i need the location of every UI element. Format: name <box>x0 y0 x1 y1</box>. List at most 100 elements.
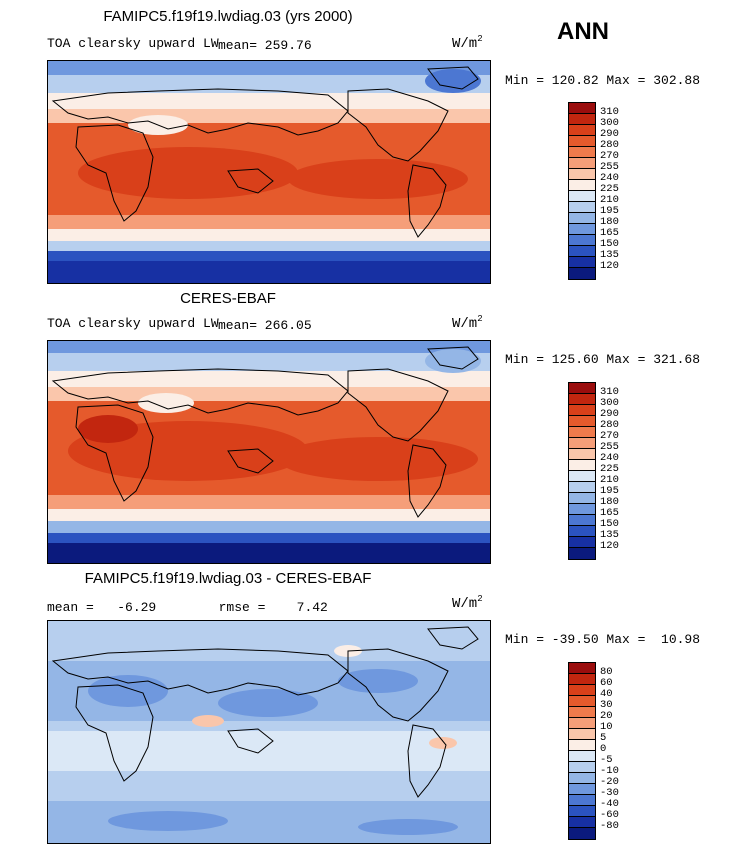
panel-obs-mean: mean= 266.05 <box>218 318 312 333</box>
colorbar-swatch <box>569 526 595 537</box>
panel-model-title: FAMIPC5.f19f19.lwdiag.03 (yrs 2000) <box>103 8 353 25</box>
units-base: W/m <box>452 36 478 52</box>
colorbar-level-label: 135 <box>600 249 619 261</box>
colorbar-level-label: -20 <box>600 776 619 788</box>
colorbar-swatch <box>569 751 595 762</box>
colorbar-level-label: 165 <box>600 227 619 239</box>
colorbar-swatch <box>569 674 595 685</box>
panel-diff-minmax: Min = -39.50 Max = 10.98 <box>505 632 701 647</box>
colorbar-swatch <box>569 449 595 460</box>
panel-model-colorbar-labels: 310 300 290 280 270 255 240 225 210 195 180 165 150 1… <box>600 102 660 282</box>
units-exp: 2 <box>477 594 483 604</box>
panel-model-units: W/m2 <box>452 34 483 52</box>
colorbar-level-label: 10 <box>600 721 613 733</box>
colorbar-level-label: 280 <box>600 419 619 431</box>
colorbar-level-label: 255 <box>600 441 619 453</box>
panel-obs-colorbar <box>568 382 596 560</box>
colorbar-swatch <box>569 158 595 169</box>
colorbar-level-label: 150 <box>600 238 619 250</box>
colorbar-level-label: 150 <box>600 518 619 530</box>
colorbar-swatch <box>569 257 595 268</box>
panel-diff-colorbar-labels: 80 60 40 30 20 10 5 0 -5 -10 -20 -30 -40 -60 -80 <box>600 662 660 842</box>
colorbar-swatch <box>569 125 595 136</box>
colorbar-level-label: 300 <box>600 117 619 129</box>
colorbar-swatch <box>569 169 595 180</box>
colorbar-level-label: 165 <box>600 507 619 519</box>
panel-model-colorbar <box>568 102 596 280</box>
panel-model-mean: mean= 259.76 <box>218 38 312 53</box>
colorbar-swatch <box>569 806 595 817</box>
colorbar-swatch <box>569 696 595 707</box>
panel-diff-stats: mean = -6.29 rmse = 7.42 <box>47 600 328 615</box>
panel-obs-units: W/m2 <box>452 314 483 332</box>
colorbar-level-label: -5 <box>600 754 613 766</box>
colorbar-level-label: 80 <box>600 666 613 678</box>
colorbar-swatch <box>569 548 595 559</box>
colorbar-swatch <box>569 213 595 224</box>
colorbar-swatch <box>569 383 595 394</box>
colorbar-level-label: 195 <box>600 205 619 217</box>
panel-diff-map <box>47 620 491 844</box>
colorbar-swatch <box>569 718 595 729</box>
colorbar-swatch <box>569 180 595 191</box>
colorbar-level-label: 30 <box>600 699 613 711</box>
colorbar-level-label: -80 <box>600 820 619 832</box>
map-diff-svg <box>48 621 490 843</box>
colorbar-swatch <box>569 729 595 740</box>
colorbar-swatch <box>569 268 595 279</box>
panel-diff-units: W/m2 <box>452 594 483 612</box>
panel-model-map <box>47 60 491 284</box>
colorbar-swatch <box>569 707 595 718</box>
panel-model-field-label: TOA clearsky upward LW <box>47 36 219 51</box>
colorbar-swatch <box>569 685 595 696</box>
colorbar-level-label: 20 <box>600 710 613 722</box>
colorbar-swatch <box>569 663 595 674</box>
colorbar-swatch <box>569 394 595 405</box>
colorbar-swatch <box>569 136 595 147</box>
panel-diff-colorbar <box>568 662 596 840</box>
panel-obs-colorbar-labels: 310 300 290 280 270 255 240 225 210 195 180 165 150 1… <box>600 382 660 562</box>
colorbar-swatch <box>569 114 595 125</box>
colorbar-swatch <box>569 762 595 773</box>
colorbar-level-label: 255 <box>600 161 619 173</box>
units-exp: 2 <box>477 34 483 44</box>
colorbar-level-label: 210 <box>600 194 619 206</box>
colorbar-level-label: 225 <box>600 463 619 475</box>
units-base: W/m <box>452 316 478 332</box>
colorbar-swatch <box>569 103 595 114</box>
map-model-svg <box>48 61 490 283</box>
colorbar-level-label: 135 <box>600 529 619 541</box>
colorbar-swatch <box>569 537 595 548</box>
colorbar-level-label: 240 <box>600 172 619 184</box>
panel-obs-minmax: Min = 125.60 Max = 321.68 <box>505 352 701 367</box>
colorbar-level-label: 120 <box>600 260 619 272</box>
season-label: ANN <box>557 18 609 45</box>
colorbar-level-label: 310 <box>600 106 619 118</box>
units-exp: 2 <box>477 314 483 324</box>
colorbar-swatch <box>569 438 595 449</box>
colorbar-swatch <box>569 147 595 158</box>
colorbar-level-label: -60 <box>600 809 619 821</box>
colorbar-swatch <box>569 202 595 213</box>
panel-obs-map <box>47 340 491 564</box>
colorbar-level-label: 5 <box>600 732 607 744</box>
colorbar-swatch <box>569 460 595 471</box>
colorbar-level-label: 40 <box>600 688 613 700</box>
colorbar-swatch <box>569 191 595 202</box>
colorbar-swatch <box>569 405 595 416</box>
colorbar-level-label: 120 <box>600 540 619 552</box>
colorbar-level-label: 290 <box>600 408 619 420</box>
colorbar-level-label: -30 <box>600 787 619 799</box>
colorbar-swatch <box>569 773 595 784</box>
colorbar-swatch <box>569 795 595 806</box>
colorbar-swatch <box>569 246 595 257</box>
colorbar-level-label: 180 <box>600 216 619 228</box>
colorbar-level-label: -40 <box>600 798 619 810</box>
colorbar-level-label: 280 <box>600 139 619 151</box>
colorbar-swatch <box>569 817 595 828</box>
panel-obs-field-label: TOA clearsky upward LW <box>47 316 219 331</box>
map-obs-svg <box>48 341 490 563</box>
panel-obs-title: CERES-EBAF <box>180 290 276 307</box>
colorbar-swatch <box>569 416 595 427</box>
colorbar-level-label: 270 <box>600 150 619 162</box>
